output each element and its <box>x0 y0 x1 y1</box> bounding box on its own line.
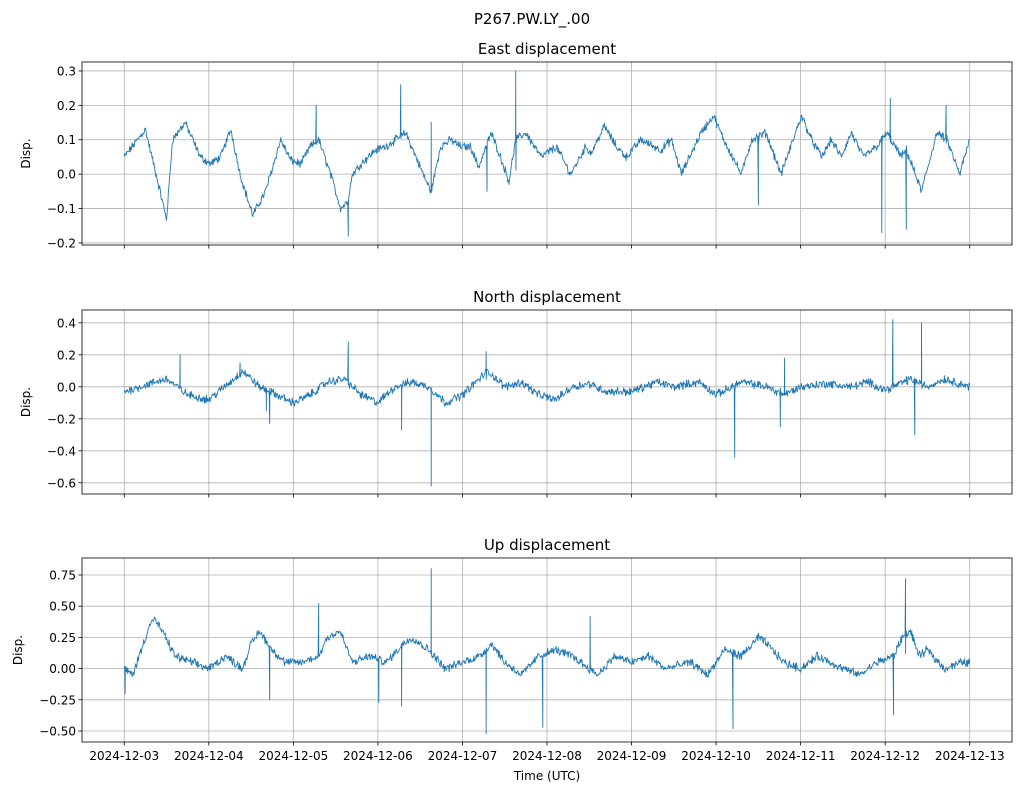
y-tick-label: 0.2 <box>57 348 76 362</box>
subplot-east: −0.2 −0.1 0.0 0.1 0.2 0.3 East displacement Dis… <box>19 40 1013 250</box>
x-tick-label: 2024-12-05 <box>258 749 328 763</box>
subplot-title: North displacement <box>473 288 621 306</box>
subplot-north: −0.6 −0.4 −0.2 0.0 0.2 0.4 North displacement D… <box>19 288 1013 498</box>
y-tick-label: 0.75 <box>49 568 76 582</box>
x-tick-label: 2024-12-03 <box>89 749 159 763</box>
y-tick-label: 0.2 <box>57 99 76 113</box>
x-tick-label: 2024-12-09 <box>597 749 667 763</box>
series-line <box>123 319 971 487</box>
x-tick-label: 2024-12-07 <box>428 749 498 763</box>
y-tick-label: −0.50 <box>39 725 76 739</box>
subplot-up: −0.50 −0.25 0.00 0.25 0.50 0.75 2024-12-03 2024… <box>11 536 1013 783</box>
x-tick-label: 2024-12-12 <box>850 749 920 763</box>
y-tick-label: −0.1 <box>47 202 76 216</box>
y-axis-label: Disp. <box>11 635 25 665</box>
y-tick-label: 0.25 <box>49 631 76 645</box>
y-tick-label: 0.1 <box>57 133 76 147</box>
y-tick-label: −0.4 <box>47 444 76 458</box>
y-tick-label: 0.4 <box>57 316 76 330</box>
y-axis-label: Disp. <box>19 387 33 417</box>
y-tick-label: −0.2 <box>47 412 76 426</box>
subplot-title: East displacement <box>478 40 616 58</box>
x-tick-label: 2024-12-11 <box>766 749 836 763</box>
series-line <box>123 568 971 734</box>
x-tick-label: 2024-12-10 <box>681 749 751 763</box>
y-tick-label: 0.00 <box>49 662 76 676</box>
x-axis-label: Time (UTC) <box>513 769 580 783</box>
y-tick-label: 0.0 <box>57 380 76 394</box>
x-tick-label: 2024-12-08 <box>512 749 582 763</box>
y-tick-label: −0.6 <box>47 476 76 490</box>
series-line <box>123 70 970 237</box>
y-axis-label: Disp. <box>19 138 33 168</box>
y-tick-label: 0.3 <box>57 64 76 78</box>
y-tick-label: 0.50 <box>49 600 76 614</box>
y-tick-label: −0.2 <box>47 236 76 250</box>
figure-title: P267.PW.LY_.00 <box>474 10 590 29</box>
subplot-title: Up displacement <box>484 536 610 554</box>
x-tick-label: 2024-12-04 <box>174 749 244 763</box>
x-tick-label: 2024-12-13 <box>935 749 1005 763</box>
y-tick-label: −0.25 <box>39 693 76 707</box>
y-tick-label: 0.0 <box>57 168 76 182</box>
x-tick-label: 2024-12-06 <box>343 749 413 763</box>
